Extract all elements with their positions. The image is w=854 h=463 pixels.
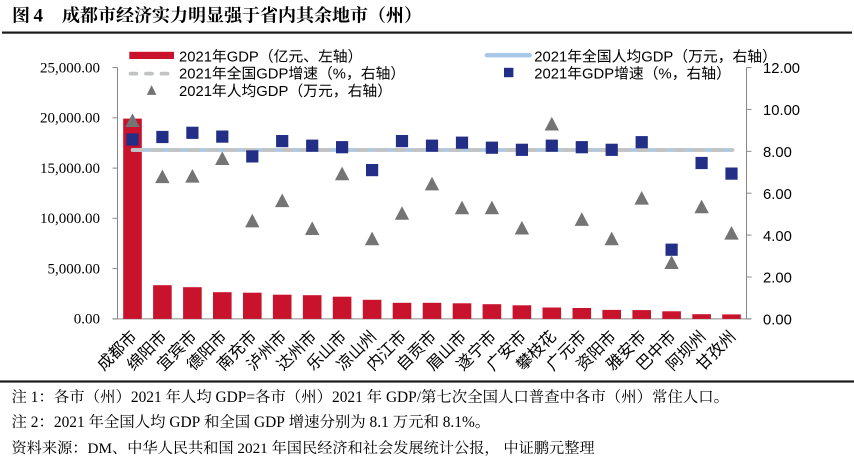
svg-text:8.1: 8.1 bbox=[366, 414, 393, 431]
svg-text:GDP: GDP bbox=[582, 67, 614, 83]
svg-text:2021: 2021 bbox=[534, 50, 567, 66]
svg-text:0.00: 0.00 bbox=[74, 312, 100, 328]
svg-text:GDP: GDP bbox=[250, 414, 288, 431]
svg-text:8.1%: 8.1% bbox=[439, 414, 475, 431]
svg-text:2021: 2021 bbox=[534, 67, 567, 83]
svg-text:2021: 2021 bbox=[131, 389, 166, 406]
svg-text:10.00: 10.00 bbox=[763, 103, 800, 119]
svg-text:2021: 2021 bbox=[332, 389, 367, 406]
svg-text:2021: 2021 bbox=[179, 50, 212, 66]
svg-text:GDP: GDP bbox=[166, 414, 204, 431]
svg-text:GDP=: GDP= bbox=[212, 389, 255, 406]
svg-text:2021: 2021 bbox=[234, 440, 272, 457]
svg-text:2021: 2021 bbox=[179, 84, 212, 100]
svg-text:GDP/: GDP/ bbox=[382, 389, 422, 406]
svg-text:GDP: GDP bbox=[256, 84, 288, 100]
svg-text:10,000.00: 10,000.00 bbox=[40, 211, 100, 227]
svg-text:4.00: 4.00 bbox=[763, 229, 792, 245]
svg-text:20,000.00: 20,000.00 bbox=[40, 111, 100, 127]
svg-text:%: % bbox=[659, 67, 672, 83]
svg-text:15,000.00: 15,000.00 bbox=[40, 161, 100, 177]
svg-text:GDP: GDP bbox=[641, 50, 673, 66]
svg-text:GDP: GDP bbox=[227, 50, 259, 66]
svg-text:%: % bbox=[333, 67, 346, 83]
svg-text:6.00: 6.00 bbox=[763, 187, 792, 203]
svg-text:2021: 2021 bbox=[54, 414, 89, 431]
svg-text:25,000.00: 25,000.00 bbox=[40, 60, 100, 76]
svg-text:1: 1 bbox=[27, 389, 39, 406]
svg-text:2.00: 2.00 bbox=[763, 271, 792, 287]
svg-text:2021: 2021 bbox=[179, 67, 212, 83]
svg-text:2: 2 bbox=[27, 414, 39, 431]
svg-text:8.00: 8.00 bbox=[763, 145, 792, 161]
svg-text:12.00: 12.00 bbox=[763, 61, 800, 77]
svg-text:DM: DM bbox=[88, 440, 113, 457]
svg-text:5,000.00: 5,000.00 bbox=[48, 261, 101, 277]
svg-text:GDP: GDP bbox=[256, 67, 288, 83]
svg-text:0.00: 0.00 bbox=[763, 313, 792, 329]
svg-text:4: 4 bbox=[34, 6, 44, 27]
